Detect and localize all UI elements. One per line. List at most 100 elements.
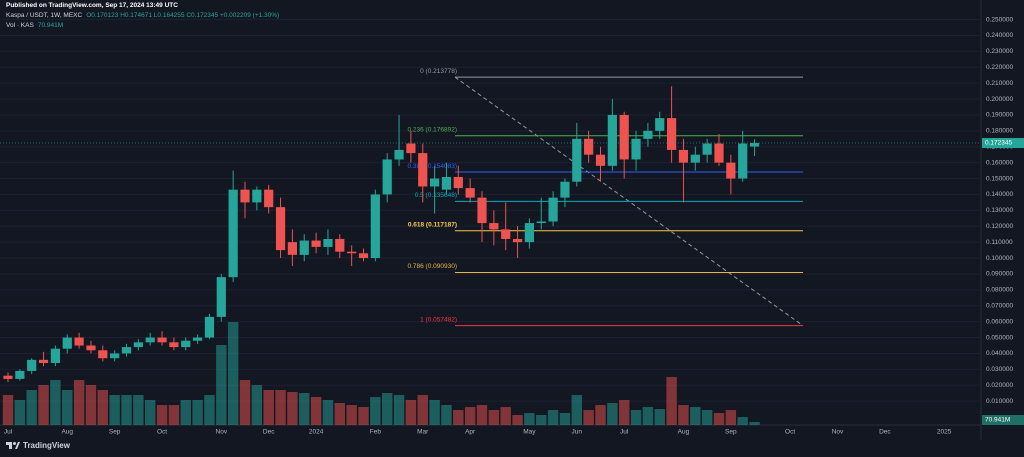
candle-body — [86, 345, 96, 351]
y-tick-label: 0.190000 — [986, 112, 1013, 119]
candle-body — [299, 240, 309, 255]
volume-bar — [216, 345, 227, 425]
x-tick-label: Apr — [465, 429, 476, 436]
volume-bar — [678, 405, 689, 425]
volume-bar — [168, 405, 180, 425]
candle-body — [595, 154, 606, 166]
volume-bar — [547, 410, 559, 425]
symbol: Kaspa / USDT, 1W, MEXC — [6, 12, 83, 19]
volume-bar — [334, 402, 345, 425]
candle-body — [110, 353, 120, 359]
candle-body — [584, 138, 594, 155]
y-tick-label: 0.140000 — [986, 191, 1013, 198]
candle-body — [749, 143, 760, 147]
y-tick-label: 0.160000 — [986, 159, 1013, 166]
y-tick-label: 0.020000 — [986, 382, 1013, 389]
candle-body — [655, 118, 665, 131]
volume-bar — [607, 402, 618, 425]
x-tick-label: May — [523, 429, 536, 436]
fib-label: 0.236 (0.176892) — [407, 127, 457, 134]
volume-bar — [204, 395, 215, 425]
candle-body — [181, 340, 191, 348]
candle-body — [607, 114, 617, 166]
volume-bar — [749, 422, 760, 425]
volume-bar — [429, 400, 440, 425]
candle-body — [536, 221, 546, 224]
x-tick-label: Aug — [61, 429, 73, 436]
candle-body — [524, 223, 534, 243]
volume-bar — [180, 400, 191, 425]
y-tick-label: 0.110000 — [986, 239, 1013, 246]
candle-body — [50, 348, 60, 363]
header: Published on TradingView.com, Sep 17, 20… — [6, 1, 279, 31]
volume-bar — [571, 395, 582, 425]
published: Published on TradingView.com, Sep 17, 20… — [6, 2, 178, 9]
candle-body — [453, 176, 463, 189]
volume-bar — [666, 377, 677, 425]
y-tick-label: 0.230000 — [986, 48, 1013, 55]
y-tick-label: 0.130000 — [986, 207, 1013, 214]
fib-label: 0.382 (0.154083) — [407, 163, 457, 170]
volume-bar — [50, 380, 61, 425]
volume-value: 70.941M — [37, 22, 64, 29]
candle-body — [572, 138, 582, 182]
candle-body — [667, 118, 677, 150]
candle-body — [702, 143, 712, 155]
candle-body — [726, 162, 736, 179]
y-tick-label: 0.030000 — [986, 366, 1013, 373]
volume-bar — [441, 405, 452, 425]
candle-body — [465, 188, 475, 198]
candle-body — [38, 359, 49, 363]
candle-body — [228, 189, 238, 278]
y-tick-label: 0.220000 — [986, 64, 1013, 71]
y-tick-label: 0.070000 — [986, 302, 1013, 309]
fib-label: 0 (0.213778) — [420, 68, 457, 75]
candle-body — [358, 253, 369, 259]
candle-body — [204, 316, 215, 338]
candle-body — [347, 251, 357, 254]
x-tick-label: Jul — [4, 429, 13, 436]
volume-bar — [145, 400, 156, 425]
candle-body — [489, 223, 499, 230]
x-tick-label: Jun — [572, 429, 583, 436]
volume-bar — [559, 412, 571, 425]
volume-bar — [109, 395, 120, 425]
candle-body — [643, 130, 653, 139]
volume-bar — [251, 385, 263, 425]
volume-bar — [14, 400, 26, 425]
volume-bar — [464, 407, 476, 425]
x-tick-label: Aug — [678, 429, 690, 436]
fib-label: 0.5 (0.135648) — [415, 192, 457, 199]
x-tick-label: Dec — [263, 429, 275, 436]
y-tick-label: 0.060000 — [986, 318, 1013, 325]
x-tick-label: Mar — [417, 429, 429, 436]
candle-body — [287, 242, 297, 255]
candle-body — [335, 238, 345, 252]
ohlc-legend: O0.170123 H0.174671 L0.164255 C0.172345 … — [86, 12, 280, 19]
x-tick-label: Oct — [785, 429, 795, 436]
candle-body — [714, 143, 724, 163]
x-tick-label: 2025 — [937, 429, 952, 436]
y-tick-label: 0.180000 — [986, 128, 1013, 135]
price-axis — [981, 0, 1024, 440]
y-tick-label: 0.080000 — [986, 287, 1013, 294]
candle-body — [3, 375, 13, 379]
volume-bar — [62, 390, 73, 425]
candle-body — [394, 149, 404, 160]
x-tick-label: 2024 — [309, 429, 324, 436]
legend-row: Kaspa / USDT, 1W, MEXC O0.170123 H0.17467… — [6, 11, 279, 21]
y-tick-label: 0.200000 — [986, 96, 1013, 103]
volume-bar — [2, 395, 14, 425]
volume-bar — [382, 392, 393, 425]
volume-bar — [73, 380, 85, 425]
price-label: 0.172345 — [985, 140, 1012, 147]
volume-bar — [405, 400, 417, 425]
candle-body — [27, 359, 37, 371]
logo — [6, 442, 20, 449]
x-tick-label: Dec — [879, 429, 891, 436]
volume-bar — [38, 385, 49, 425]
candle-body — [548, 197, 558, 222]
volume-bar — [97, 390, 108, 425]
volume-bar — [239, 380, 251, 425]
candle-body — [690, 154, 700, 163]
